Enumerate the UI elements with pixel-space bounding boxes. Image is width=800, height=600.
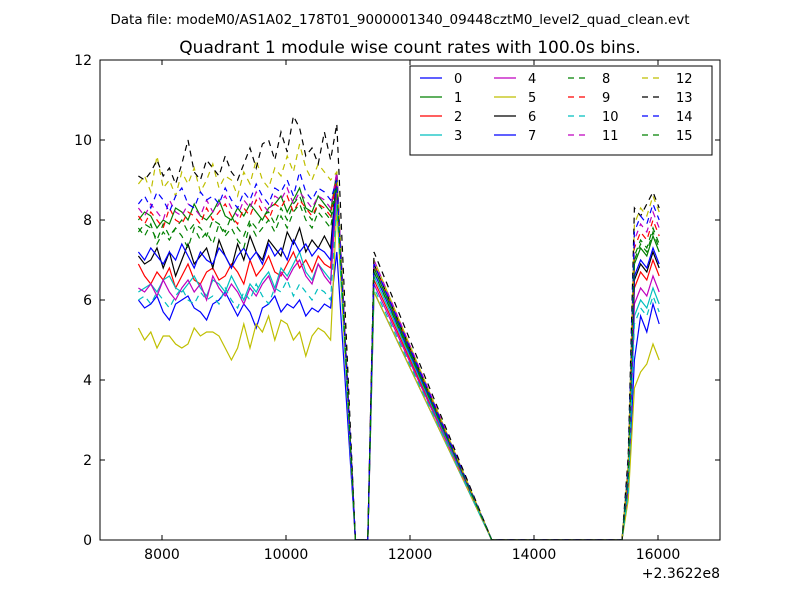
- legend-label-3: 3: [454, 129, 462, 144]
- legend-label-8: 8: [602, 72, 610, 87]
- series-line-12: [137, 143, 660, 540]
- series-line-14: [137, 169, 660, 540]
- legend-label-11: 11: [602, 129, 619, 144]
- legend-box: [409, 65, 713, 156]
- chart-title: Quadrant 1 module wise count rates with …: [179, 38, 640, 58]
- legend-label-1: 1: [454, 91, 462, 106]
- legend-label-7: 7: [528, 129, 536, 144]
- legend-label-13: 13: [676, 91, 693, 106]
- y-tick-label: 8: [83, 213, 92, 229]
- x-tick-label: 16000: [636, 547, 681, 563]
- y-tick-label: 12: [74, 53, 92, 69]
- legend-label-2: 2: [454, 110, 462, 125]
- y-tick-label: 0: [83, 533, 92, 549]
- y-tick-label: 6: [83, 293, 92, 309]
- legend-label-6: 6: [528, 110, 536, 125]
- legend-label-9: 9: [602, 91, 610, 106]
- legend-label-0: 0: [454, 72, 462, 87]
- series-line-13: [138, 114, 660, 540]
- y-tick-label: 4: [83, 373, 92, 389]
- legend-label-12: 12: [676, 72, 693, 87]
- y-tick-label: 2: [83, 453, 92, 469]
- series-line-0: [137, 251, 660, 540]
- series-line-15: [137, 187, 660, 540]
- legend-label-15: 15: [676, 129, 693, 144]
- x-tick-label: 10000: [264, 547, 309, 563]
- legend-label-10: 10: [602, 110, 619, 125]
- y-tick-label: 10: [74, 133, 92, 149]
- x-tick-label: 12000: [388, 547, 433, 563]
- data-file-caption: Data file: modeM0/AS1A02_178T01_90000013…: [110, 12, 689, 28]
- x-tick-label: 8000: [144, 547, 180, 563]
- legend-label-4: 4: [528, 72, 536, 87]
- plot-content: [137, 114, 660, 540]
- legend-label-14: 14: [676, 110, 693, 125]
- x-tick-label: 14000: [512, 547, 557, 563]
- x-offset-label: +2.3622e8: [642, 566, 720, 582]
- legend-label-5: 5: [528, 91, 536, 106]
